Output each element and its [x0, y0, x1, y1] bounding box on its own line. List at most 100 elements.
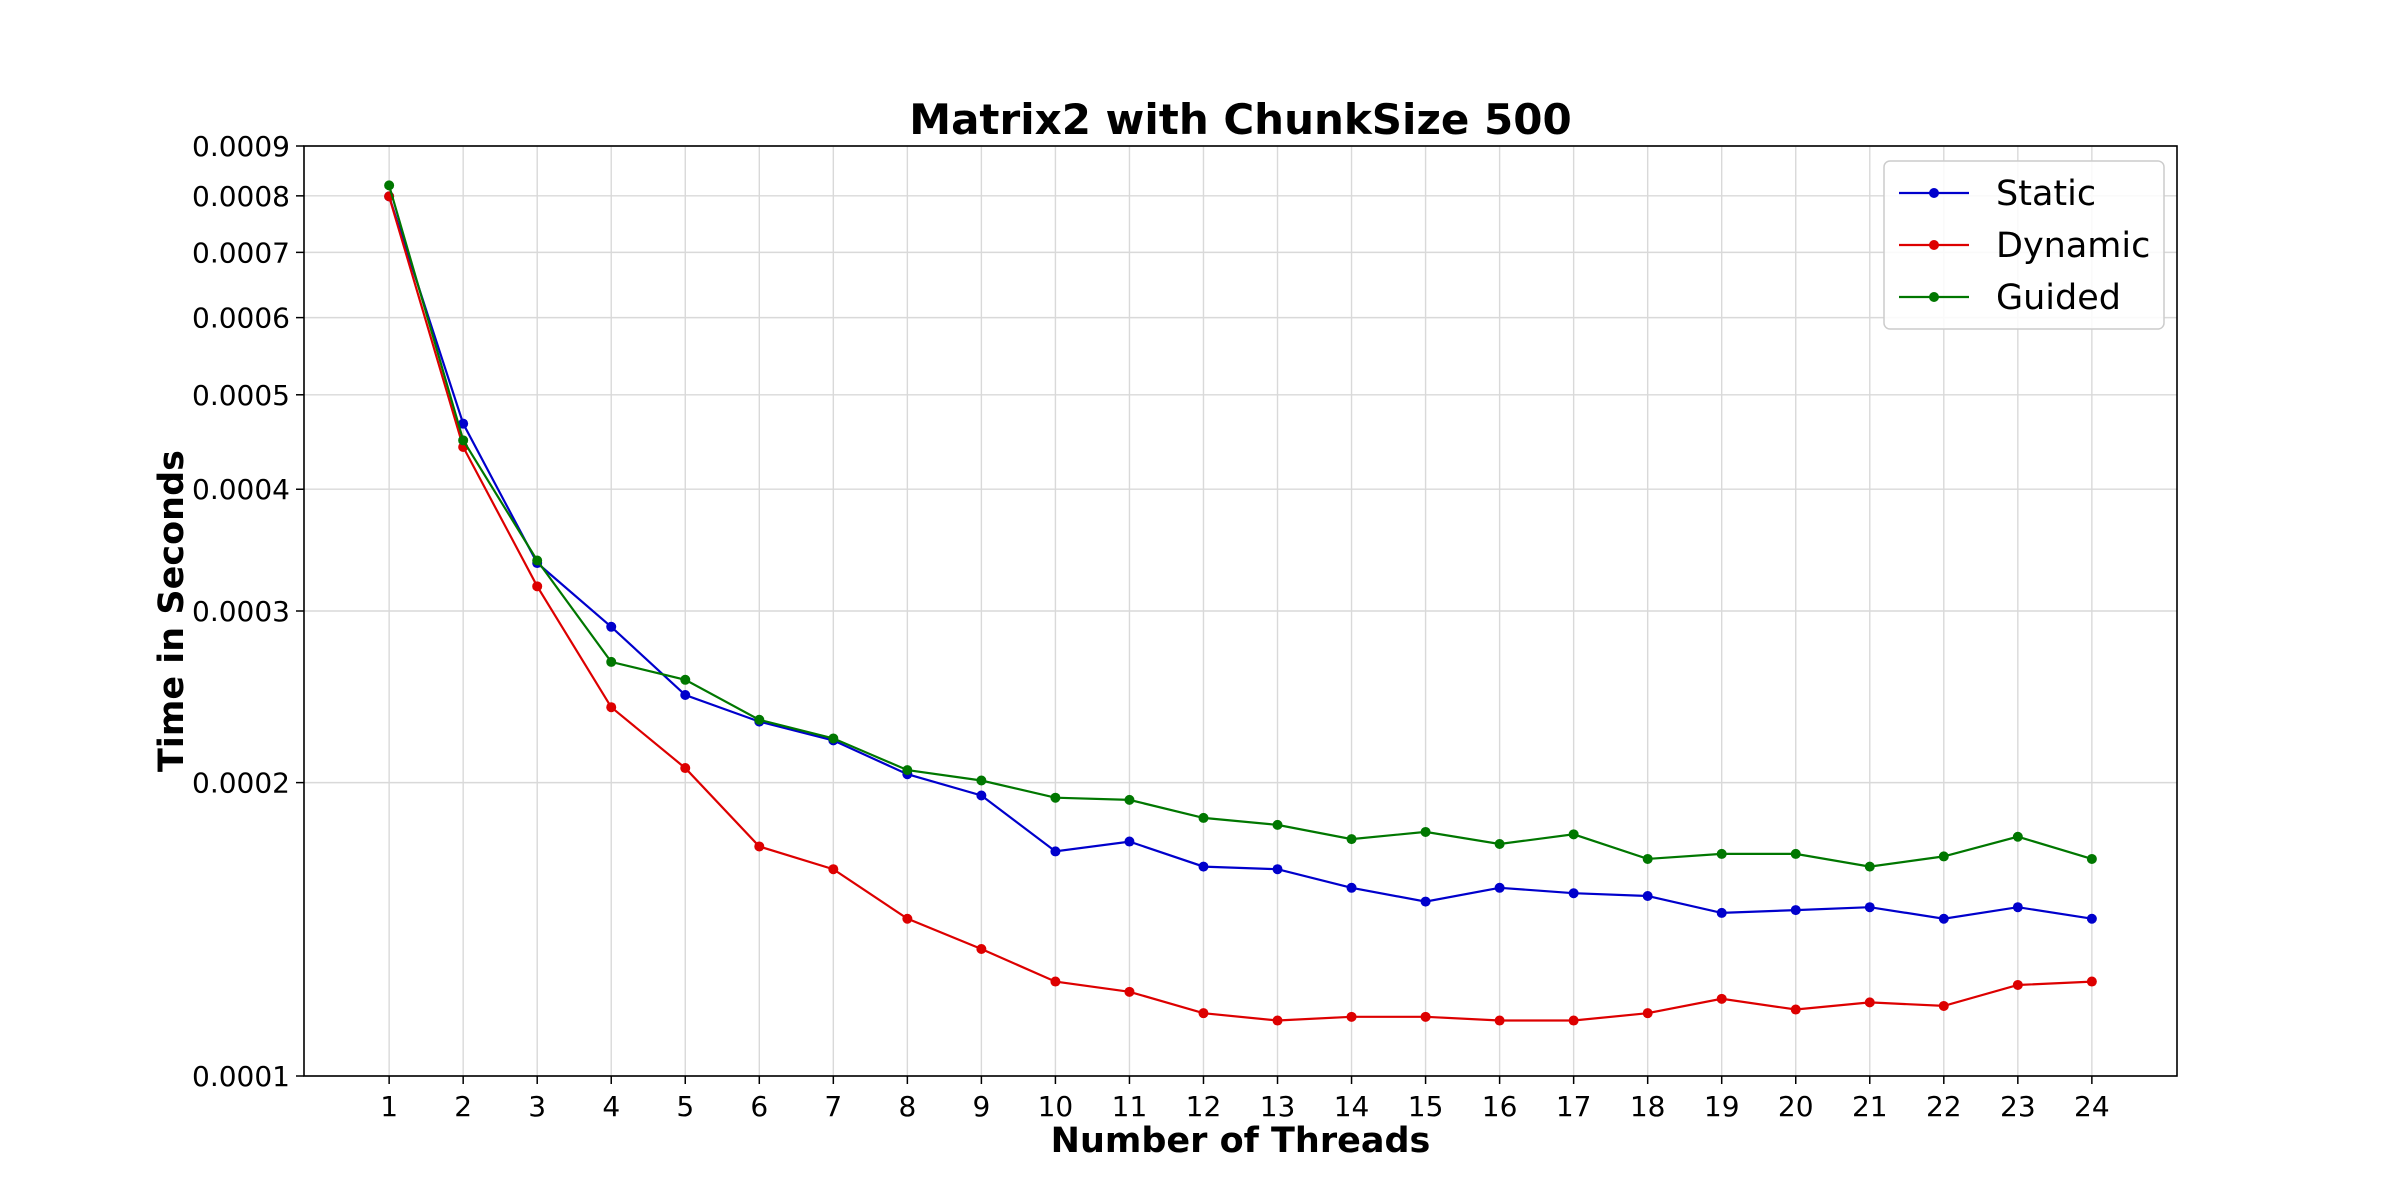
static-data-point — [1864, 902, 1875, 913]
guided-data-point — [458, 435, 469, 446]
static-data-point — [1272, 864, 1283, 875]
guided-data-point — [902, 765, 913, 776]
guided-data-point — [1864, 861, 1875, 872]
guided-data-point — [1494, 839, 1505, 850]
dynamic-series-line — [388, 196, 2092, 1022]
x-axis-label: Number of Threads — [1051, 1121, 1431, 1161]
static-data-point — [458, 418, 469, 429]
guided-data-point — [1642, 853, 1653, 864]
dynamic-data-point — [2012, 979, 2023, 990]
static-legend-label: Static — [1996, 174, 2096, 214]
static-data-point — [606, 621, 617, 632]
static-data-point — [1716, 907, 1727, 918]
guided-data-point — [1346, 834, 1357, 845]
guided-data-point — [1938, 851, 1949, 862]
dynamic-data-point — [1198, 1008, 1209, 1019]
dynamic-data-point — [902, 913, 913, 924]
x-tick-label: 18 — [1630, 1090, 1666, 1123]
static-data-point — [2012, 902, 2023, 913]
x-tick-label: 6 — [750, 1090, 768, 1123]
legend: Static Dynamic Guided — [1883, 160, 2165, 330]
x-tick-label: 9 — [972, 1090, 990, 1123]
guided-data-point — [754, 714, 765, 725]
guided-data-point — [1272, 819, 1283, 830]
axis-ticks: 1 2 3 4 5 6 7 8 9 10 11 12 13 14 15 16 17 18 19 20 21 22 23 240… — [192, 130, 2110, 1123]
x-tick-label: 14 — [1334, 1090, 1370, 1123]
x-tick-label: 21 — [1852, 1090, 1888, 1123]
x-tick-label: 13 — [1260, 1090, 1296, 1123]
y-tick-label: 0.0006 — [192, 302, 290, 335]
guided-data-point — [828, 733, 839, 744]
x-tick-label: 20 — [1778, 1090, 1814, 1123]
static-data-point — [1124, 836, 1135, 847]
x-tick-label: 11 — [1112, 1090, 1148, 1123]
guided-data-point — [1198, 812, 1209, 823]
y-axis-label: Time in Seconds — [152, 450, 192, 772]
dynamic-data-point — [1568, 1015, 1579, 1026]
static-series-line — [388, 196, 2093, 920]
dynamic-data-point — [754, 841, 765, 852]
dynamic-data-point — [1124, 986, 1135, 997]
dynamic-legend-label: Dynamic — [1996, 226, 2150, 266]
guided-data-point — [384, 180, 395, 191]
dynamic-data-point — [1420, 1011, 1431, 1022]
guided-legend-marker — [1929, 292, 1939, 302]
static-data-point — [1050, 846, 1061, 857]
grid — [304, 145, 2177, 1077]
guided-data-point — [1050, 792, 1061, 803]
x-tick-label: 16 — [1482, 1090, 1518, 1123]
x-tick-label: 7 — [824, 1090, 842, 1123]
x-tick-label: 12 — [1186, 1090, 1222, 1123]
guided-data-point — [1568, 829, 1579, 840]
dynamic-data-point — [976, 943, 987, 954]
x-tick-label: 5 — [676, 1090, 694, 1123]
static-data-point — [1790, 905, 1801, 916]
series-lines — [384, 180, 2097, 1026]
x-tick-label: 23 — [2000, 1090, 2036, 1123]
guided-data-point — [1716, 848, 1727, 859]
guided-data-point — [976, 775, 987, 786]
static-data-point — [1494, 882, 1505, 893]
dynamic-legend-marker — [1929, 240, 1939, 250]
dynamic-data-point — [532, 581, 543, 592]
guided-data-point — [2012, 831, 2023, 842]
dynamic-data-point — [1494, 1015, 1505, 1026]
y-tick-label: 0.0009 — [192, 130, 290, 163]
guided-data-point — [1790, 848, 1801, 859]
dynamic-data-point — [1642, 1008, 1653, 1019]
static-data-point — [680, 689, 691, 700]
x-tick-label: 3 — [528, 1090, 546, 1123]
static-data-point — [1568, 888, 1579, 899]
x-tick-label: 15 — [1408, 1090, 1444, 1123]
guided-legend-label: Guided — [1996, 278, 2121, 318]
dynamic-data-point — [1272, 1015, 1283, 1026]
static-data-point — [976, 790, 987, 801]
dynamic-data-point — [1346, 1011, 1357, 1022]
dynamic-data-point — [1716, 993, 1727, 1004]
dynamic-data-point — [680, 763, 691, 774]
y-tick-label: 0.0002 — [192, 767, 290, 800]
x-tick-label: 24 — [2074, 1090, 2110, 1123]
y-tick-label: 0.0004 — [192, 473, 290, 506]
guided-data-point — [532, 555, 543, 566]
static-data-point — [1346, 882, 1357, 893]
dynamic-data-point — [2086, 976, 2097, 987]
x-tick-label: 10 — [1038, 1090, 1074, 1123]
dynamic-data-point — [606, 702, 617, 713]
guided-series-line — [388, 185, 2093, 868]
static-data-point — [1420, 896, 1431, 907]
y-tick-label: 0.0005 — [192, 379, 290, 412]
dynamic-data-point — [1864, 997, 1875, 1008]
y-tick-label: 0.0003 — [192, 595, 290, 628]
x-tick-label: 17 — [1556, 1090, 1592, 1123]
x-tick-label: 1 — [380, 1090, 398, 1123]
dynamic-data-point — [828, 864, 839, 875]
plot-frame — [303, 145, 2178, 1077]
static-data-point — [1938, 913, 1949, 924]
guided-data-point — [606, 656, 617, 667]
static-data-point — [1198, 861, 1209, 872]
y-tick-label: 0.0001 — [192, 1060, 290, 1093]
x-tick-label: 19 — [1704, 1090, 1740, 1123]
